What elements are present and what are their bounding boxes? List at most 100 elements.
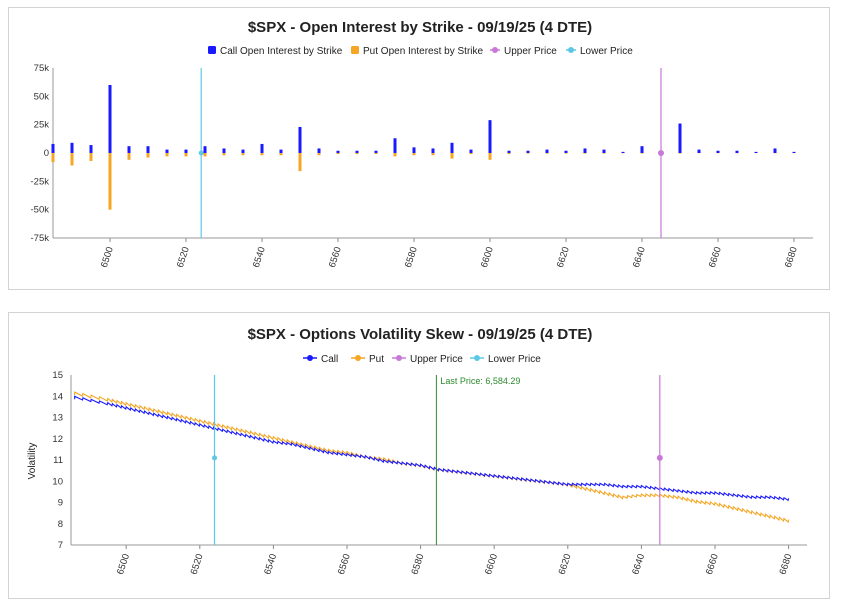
- call-oi-bar[interactable]: [51, 143, 55, 153]
- legend-entry-lower[interactable]: Lower Price: [488, 354, 541, 365]
- put-oi-bar[interactable]: [203, 153, 207, 157]
- put-oi-bar[interactable]: [450, 153, 454, 159]
- plot-area: [51, 68, 813, 242]
- call-oi-bar[interactable]: [336, 150, 340, 153]
- put-oi-bar[interactable]: [602, 153, 606, 154]
- call-oi-bar[interactable]: [222, 148, 226, 153]
- put-oi-bar[interactable]: [184, 153, 188, 157]
- legend-entry-upper[interactable]: Upper Price: [504, 46, 557, 57]
- legend-marker-lower: [568, 47, 574, 53]
- call-oi-bar[interactable]: [583, 148, 587, 153]
- call-oi-bar[interactable]: [70, 142, 74, 153]
- put-oi-bar[interactable]: [260, 153, 264, 156]
- call-oi-bar[interactable]: [203, 146, 207, 153]
- call-oi-bar[interactable]: [146, 146, 150, 153]
- y-tick-label: 0: [44, 148, 49, 159]
- call-oi-bar[interactable]: [564, 150, 568, 153]
- put-oi-bar[interactable]: [564, 153, 568, 154]
- call-oi-bar[interactable]: [260, 143, 264, 153]
- call-oi-bar[interactable]: [773, 148, 777, 153]
- call-oi-bar[interactable]: [127, 146, 131, 153]
- put-oi-bar[interactable]: [431, 153, 435, 156]
- call-oi-bar[interactable]: [754, 151, 758, 153]
- put-oi-bar[interactable]: [127, 153, 131, 160]
- call-oi-bar[interactable]: [621, 151, 625, 153]
- call-oi-bar[interactable]: [165, 149, 169, 153]
- put-oi-bar[interactable]: [298, 153, 302, 172]
- put-oi-bar[interactable]: [374, 153, 378, 155]
- y-tick-label: 13: [52, 413, 63, 424]
- legend-marker-upper: [492, 47, 498, 53]
- lower-price-marker[interactable]: [198, 150, 204, 156]
- chart-legend: Call Open Interest by Strike Put Open In…: [208, 46, 633, 57]
- put-oi-bar[interactable]: [317, 153, 321, 156]
- put-oi-bar[interactable]: [108, 153, 112, 210]
- call-oi-bar[interactable]: [241, 149, 245, 153]
- call-oi-bar[interactable]: [526, 150, 530, 153]
- call-oi-bar[interactable]: [108, 85, 112, 153]
- put-oi-bar[interactable]: [146, 153, 150, 158]
- x-tick-label: 6600: [483, 553, 500, 577]
- call-oi-bar[interactable]: [374, 150, 378, 153]
- call-oi-bar[interactable]: [602, 149, 606, 153]
- chart-title: $SPX - Open Interest by Strike - 09/19/2…: [248, 19, 592, 36]
- call-oi-bar[interactable]: [792, 151, 796, 153]
- legend-entry-upper[interactable]: Upper Price: [410, 354, 463, 365]
- put-oi-bar[interactable]: [412, 153, 416, 156]
- legend-entry-call[interactable]: Call Open Interest by Strike: [220, 46, 343, 57]
- legend-entry-put[interactable]: Put Open Interest by Strike: [363, 46, 483, 57]
- put-oi-bar[interactable]: [526, 153, 530, 154]
- chart-legend: Call Put Upper Price Lower Price: [303, 354, 541, 365]
- call-oi-bar[interactable]: [469, 149, 473, 153]
- call-volatility-line[interactable]: [74, 395, 790, 502]
- x-tick-label: 6660: [707, 246, 724, 270]
- put-volatility-line[interactable]: [74, 391, 790, 524]
- call-oi-bar[interactable]: [298, 126, 302, 153]
- put-oi-bar[interactable]: [640, 153, 644, 154]
- call-oi-bar[interactable]: [355, 150, 359, 153]
- x-tick-label: 6500: [99, 246, 116, 270]
- put-oi-bar[interactable]: [241, 153, 245, 156]
- x-tick-label: 6600: [479, 246, 496, 270]
- put-oi-bar[interactable]: [583, 153, 587, 154]
- call-oi-bar[interactable]: [545, 149, 549, 153]
- put-oi-bar[interactable]: [488, 153, 492, 160]
- call-oi-bar[interactable]: [393, 138, 397, 153]
- put-oi-bar[interactable]: [165, 153, 169, 157]
- put-oi-bar[interactable]: [222, 153, 226, 156]
- open-interest-chart: $SPX - Open Interest by Strike - 09/19/2…: [31, 19, 813, 270]
- put-oi-bar[interactable]: [279, 153, 283, 156]
- put-oi-bar[interactable]: [678, 153, 682, 154]
- call-oi-bar[interactable]: [184, 149, 188, 153]
- call-oi-bar[interactable]: [640, 146, 644, 153]
- put-oi-bar[interactable]: [51, 153, 55, 163]
- legend-entry-call[interactable]: Call: [321, 354, 338, 365]
- put-oi-bar[interactable]: [507, 153, 511, 155]
- put-oi-bar[interactable]: [393, 153, 397, 157]
- call-oi-bar[interactable]: [279, 149, 283, 153]
- put-oi-bar[interactable]: [469, 153, 473, 155]
- call-oi-bar[interactable]: [317, 148, 321, 153]
- call-oi-bar[interactable]: [678, 123, 682, 153]
- put-oi-bar[interactable]: [89, 153, 93, 161]
- lower-price-marker[interactable]: [212, 455, 218, 461]
- call-oi-bar[interactable]: [431, 148, 435, 153]
- call-oi-bar[interactable]: [735, 150, 739, 153]
- call-oi-bar[interactable]: [89, 145, 93, 153]
- upper-price-marker[interactable]: [658, 150, 664, 156]
- put-oi-bar[interactable]: [355, 153, 359, 155]
- legend-entry-lower[interactable]: Lower Price: [580, 46, 633, 57]
- upper-price-marker[interactable]: [656, 454, 663, 461]
- put-oi-bar[interactable]: [336, 153, 340, 155]
- call-oi-bar[interactable]: [488, 120, 492, 153]
- call-oi-bar[interactable]: [697, 149, 701, 153]
- put-oi-bar[interactable]: [70, 153, 74, 166]
- legend-entry-put[interactable]: Put: [369, 354, 384, 365]
- put-oi-bar[interactable]: [545, 153, 549, 154]
- call-oi-bar[interactable]: [450, 142, 454, 153]
- x-tick-label: 6560: [336, 553, 353, 577]
- call-oi-bar[interactable]: [412, 147, 416, 153]
- y-tick-label: -25k: [31, 176, 50, 187]
- call-oi-bar[interactable]: [507, 150, 511, 153]
- call-oi-bar[interactable]: [716, 150, 720, 153]
